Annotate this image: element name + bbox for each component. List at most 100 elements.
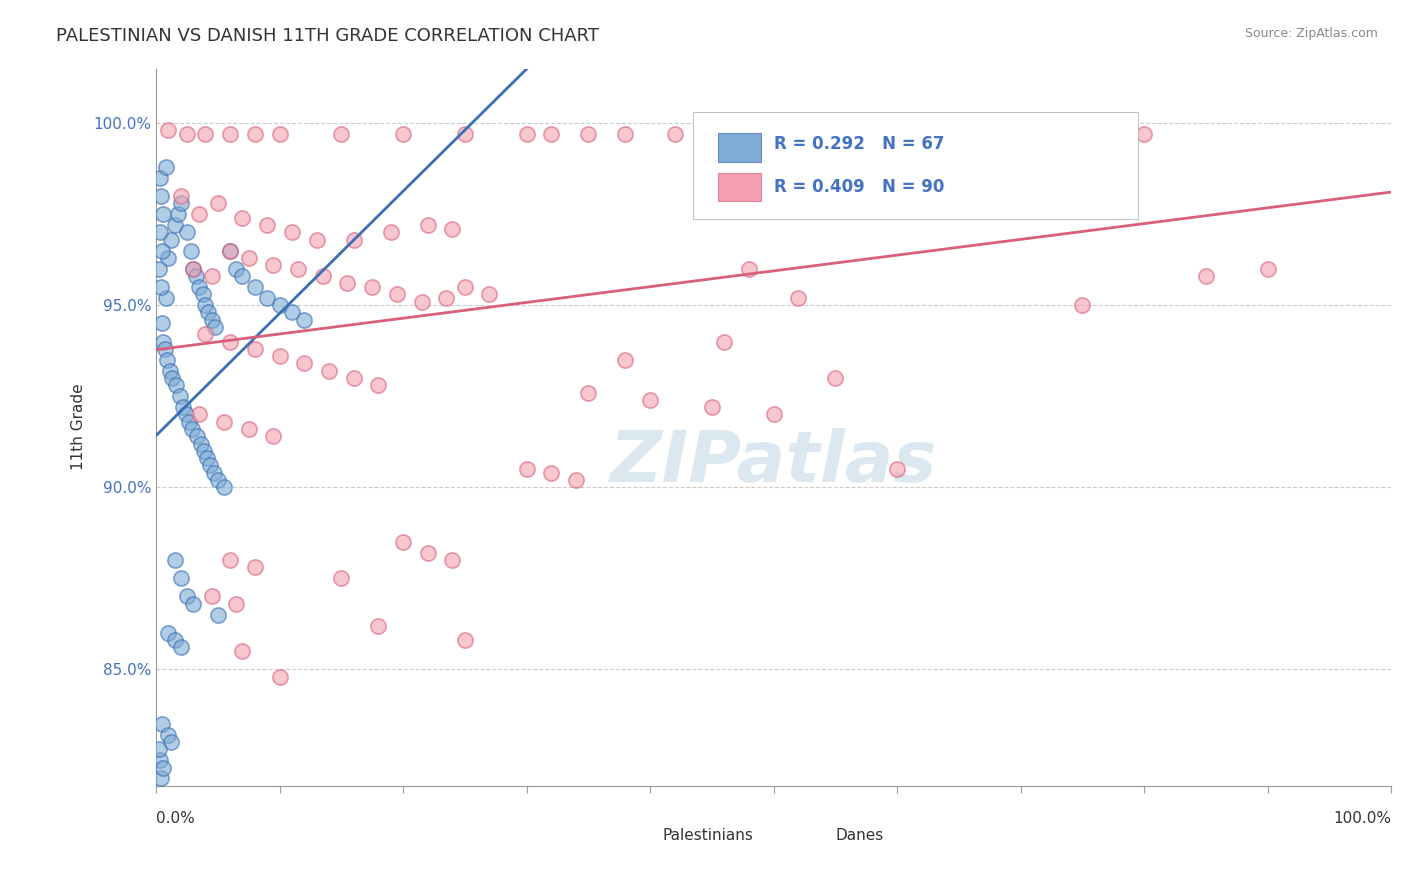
Danes xyxy=(576,385,599,400)
Danes xyxy=(454,127,477,141)
FancyBboxPatch shape xyxy=(626,825,657,847)
Danes xyxy=(287,261,309,276)
Danes xyxy=(336,277,359,291)
Danes xyxy=(157,123,180,137)
Danes xyxy=(454,633,477,648)
Palestinians xyxy=(152,334,174,349)
Palestinians xyxy=(149,170,172,185)
Danes xyxy=(330,571,353,585)
Danes xyxy=(231,211,253,225)
Danes xyxy=(1195,268,1218,283)
Danes xyxy=(219,127,242,141)
Danes xyxy=(243,127,266,141)
Danes xyxy=(262,429,284,443)
Text: Danes: Danes xyxy=(835,829,883,844)
Danes xyxy=(478,287,501,301)
Palestinians xyxy=(163,633,186,648)
Palestinians xyxy=(150,716,173,731)
Palestinians xyxy=(194,298,217,312)
Palestinians xyxy=(155,291,177,305)
Palestinians xyxy=(269,298,291,312)
Palestinians xyxy=(148,742,170,756)
Palestinians xyxy=(186,429,208,443)
Palestinians xyxy=(157,251,180,265)
Palestinians xyxy=(148,261,170,276)
Danes xyxy=(713,334,735,349)
Danes xyxy=(181,261,204,276)
Palestinians xyxy=(188,280,211,294)
Palestinians xyxy=(204,320,226,334)
Palestinians xyxy=(149,753,172,767)
Danes xyxy=(434,291,457,305)
Danes xyxy=(367,378,389,392)
FancyBboxPatch shape xyxy=(718,172,761,202)
Danes xyxy=(385,287,408,301)
Palestinians xyxy=(149,189,172,203)
Palestinians xyxy=(181,597,204,611)
Danes xyxy=(243,560,266,574)
Danes xyxy=(886,462,908,476)
Palestinians xyxy=(207,607,229,622)
Palestinians xyxy=(292,312,315,326)
Palestinians xyxy=(184,268,207,283)
Danes xyxy=(762,127,785,141)
Palestinians xyxy=(149,280,172,294)
Palestinians xyxy=(169,389,191,403)
Danes xyxy=(269,127,291,141)
Danes xyxy=(416,546,439,560)
Text: R = 0.409   N = 90: R = 0.409 N = 90 xyxy=(773,178,943,196)
Danes xyxy=(515,462,537,476)
Text: Source: ZipAtlas.com: Source: ZipAtlas.com xyxy=(1244,27,1378,40)
Palestinians xyxy=(281,305,304,319)
Danes xyxy=(292,356,315,370)
Palestinians xyxy=(152,207,174,221)
Palestinians xyxy=(170,571,193,585)
Danes xyxy=(312,268,335,283)
Danes xyxy=(416,218,439,232)
Danes xyxy=(664,127,686,141)
Danes xyxy=(212,415,235,429)
Danes xyxy=(824,371,846,385)
Danes xyxy=(392,534,415,549)
Palestinians xyxy=(149,772,172,786)
Danes xyxy=(515,127,537,141)
Palestinians xyxy=(149,225,172,239)
Danes xyxy=(343,233,366,247)
Danes xyxy=(361,280,384,294)
Palestinians xyxy=(157,625,180,640)
Danes xyxy=(262,258,284,272)
Danes xyxy=(170,189,193,203)
Palestinians xyxy=(159,364,181,378)
Palestinians xyxy=(243,280,266,294)
Danes xyxy=(343,371,366,385)
Palestinians xyxy=(152,760,174,774)
Text: Palestinians: Palestinians xyxy=(662,829,754,844)
Palestinians xyxy=(179,415,201,429)
Palestinians xyxy=(207,473,229,487)
Palestinians xyxy=(170,640,193,655)
Danes xyxy=(188,408,211,422)
Danes xyxy=(638,392,661,407)
Danes xyxy=(762,408,785,422)
Palestinians xyxy=(195,451,218,466)
Danes xyxy=(411,294,433,309)
Palestinians xyxy=(200,458,222,473)
Palestinians xyxy=(167,207,190,221)
Palestinians xyxy=(160,735,183,749)
Palestinians xyxy=(165,378,187,392)
Danes xyxy=(441,221,464,235)
Danes xyxy=(576,127,599,141)
Danes xyxy=(238,251,260,265)
Danes xyxy=(318,364,340,378)
Palestinians xyxy=(256,291,278,305)
Danes xyxy=(219,244,242,258)
Palestinians xyxy=(156,352,179,367)
Y-axis label: 11th Grade: 11th Grade xyxy=(72,384,86,470)
Danes xyxy=(243,342,266,356)
Palestinians xyxy=(150,317,173,331)
FancyBboxPatch shape xyxy=(693,112,1137,219)
Danes xyxy=(911,127,934,141)
Danes xyxy=(454,280,477,294)
Danes xyxy=(700,400,723,414)
Danes xyxy=(1133,127,1156,141)
